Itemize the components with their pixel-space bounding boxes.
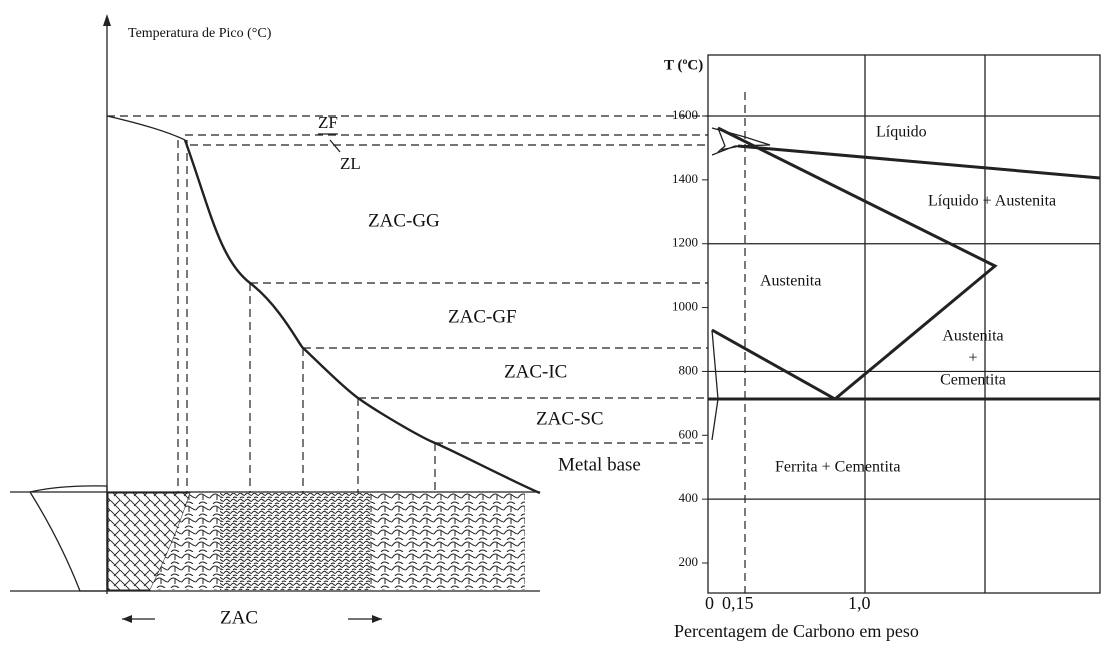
zone-label: ZF <box>318 113 338 132</box>
region-label: Líquido + Austenita <box>928 193 1056 210</box>
region-label: Austenita <box>942 328 1003 345</box>
y-tick-label: 1200 <box>672 235 698 250</box>
region-label: Cementita <box>940 372 1006 389</box>
zone-label: ZAC-GG <box>368 210 440 231</box>
right-panel: T (ºC) Líquido Líquido + Austenita Auste… <box>664 55 1100 641</box>
axis-arrow <box>103 14 111 26</box>
curve-top <box>107 116 185 140</box>
zone-label: ZAC-GF <box>448 306 517 327</box>
region-label: + <box>968 350 977 367</box>
region-label: Ferrita + Cementita <box>775 459 900 476</box>
region-label: Austenita <box>760 273 821 290</box>
y-tick-label: 1000 <box>672 299 698 314</box>
left-panel: Temperatura de Pico (°C) ZF ZL ZAC-GG ZA… <box>10 14 708 628</box>
zone-label: ZAC-SC <box>536 408 604 429</box>
y-tick-label: 200 <box>679 554 699 569</box>
y-tick-label: 600 <box>679 426 699 441</box>
figure: Temperatura de Pico (°C) ZF ZL ZAC-GG ZA… <box>0 0 1108 646</box>
x-tick-label: 1,0 <box>848 593 871 613</box>
weld-section <box>10 486 540 591</box>
zone-label: ZL <box>340 154 361 173</box>
zac-label: ZAC <box>220 607 258 628</box>
region-label: Líquido <box>876 124 927 141</box>
x-tick-label: 0,15 <box>722 593 754 613</box>
x-axis-label: Percentagem de Carbono em peso <box>674 621 919 641</box>
y-tick-label: 1400 <box>672 171 698 186</box>
axis-title: Temperatura de Pico (°C) <box>128 26 272 41</box>
y-tick-label: 800 <box>679 362 699 377</box>
y-tick-label: 1600 <box>672 107 698 122</box>
axis-title: T (ºC) <box>664 57 703 73</box>
zone-label: Metal base <box>558 454 641 475</box>
zone-label: ZAC-IC <box>504 361 567 382</box>
x-tick-label: 0 <box>705 593 714 613</box>
y-tick-label: 400 <box>679 490 699 505</box>
